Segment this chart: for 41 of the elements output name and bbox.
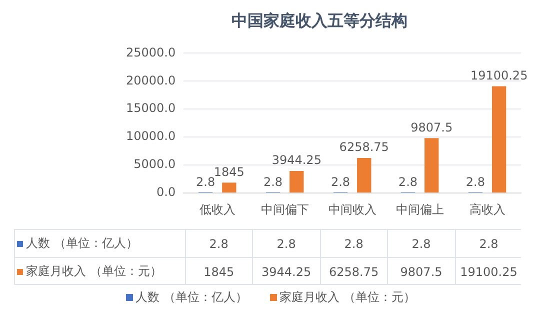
data-label: 2.8 bbox=[184, 230, 252, 257]
text: 2.8 bbox=[196, 175, 216, 190]
text: 19100.25 bbox=[470, 68, 528, 82]
y-tick-label: 5000.0 bbox=[134, 157, 176, 172]
data-label: 6258.75 bbox=[320, 258, 388, 285]
x-tick-label: 中间偏下 bbox=[260, 202, 309, 216]
x-tick-label: 高收入 bbox=[469, 202, 506, 216]
text: 3944.25 bbox=[272, 153, 322, 168]
text: 9807.5 bbox=[410, 120, 453, 134]
y-tick-label: 0.0 bbox=[156, 185, 176, 200]
text: 人数 （单位：亿人） bbox=[136, 290, 248, 304]
y-tick-label: 10000.0 bbox=[126, 129, 176, 144]
data-label: 19100.25 bbox=[454, 258, 522, 285]
text: 2.8 bbox=[263, 175, 283, 190]
bar bbox=[222, 182, 236, 192]
data-label: 2.8 bbox=[252, 230, 320, 257]
bar bbox=[424, 138, 439, 192]
bar bbox=[357, 158, 372, 192]
x-tick-label: 中间收入 bbox=[328, 202, 376, 216]
y-tick-label: 15000.0 bbox=[126, 101, 176, 116]
text: 家庭月收入 （单位：元） bbox=[280, 290, 416, 304]
data-label: 2.8 bbox=[320, 230, 388, 257]
x-tick-label: 中间偏上 bbox=[396, 202, 444, 216]
data-label: 1845 bbox=[184, 258, 252, 285]
data-label: 9807.5 bbox=[387, 258, 455, 285]
text: 1845 bbox=[214, 164, 244, 179]
data-label: 3944.25 bbox=[252, 258, 320, 285]
x-tick-label: 低收入 bbox=[199, 202, 236, 216]
legend-label: 家庭月收入 （单位：元） bbox=[26, 263, 162, 280]
bar bbox=[290, 170, 304, 192]
chart-title: 中国家庭收入五等分结构 bbox=[232, 10, 408, 30]
data-label: 2.8 bbox=[387, 230, 455, 257]
legend-label: 人数 （单位：亿人） bbox=[26, 235, 138, 252]
text: 2.8 bbox=[466, 175, 485, 190]
text: 2.8 bbox=[398, 175, 418, 190]
data-label: 2.8 bbox=[454, 230, 522, 257]
text: 6258.75 bbox=[339, 140, 389, 154]
bar bbox=[492, 86, 506, 192]
y-tick-label: 25000.0 bbox=[126, 45, 176, 60]
y-tick-label: 20000.0 bbox=[126, 73, 176, 88]
text: 2.8 bbox=[330, 175, 350, 190]
